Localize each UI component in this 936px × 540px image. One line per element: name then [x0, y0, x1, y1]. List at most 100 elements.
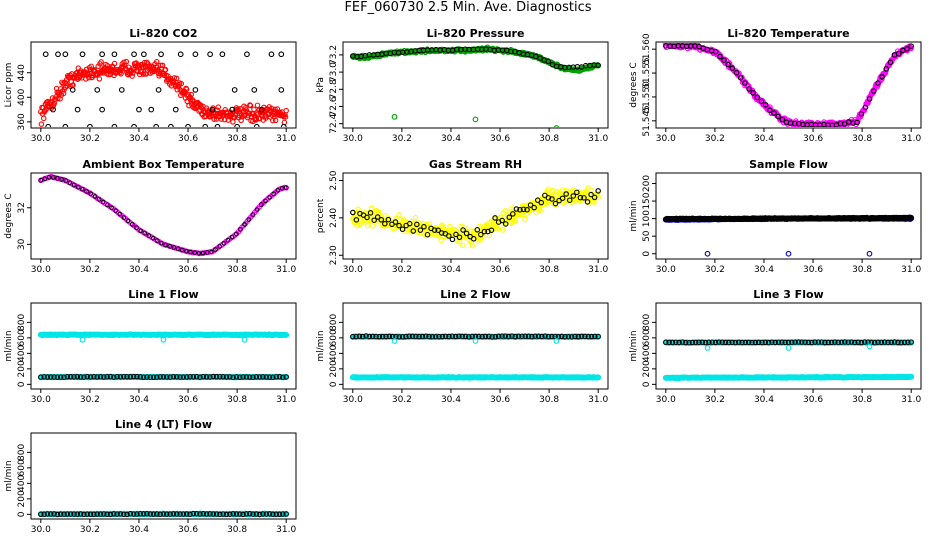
data-point	[79, 51, 86, 58]
data-layer	[663, 43, 914, 127]
x-tick-label: 30.0	[343, 265, 363, 275]
data-point	[253, 374, 260, 380]
data-point	[875, 339, 881, 345]
y-tick-label: 600	[642, 329, 652, 346]
data-point	[118, 71, 124, 77]
data-point	[131, 123, 137, 127]
data-point	[745, 339, 752, 346]
data-point	[220, 373, 226, 380]
data-point	[157, 511, 163, 518]
data-point	[858, 339, 865, 346]
x-tick-label: 30.0	[343, 134, 363, 144]
data-point	[414, 221, 420, 228]
data-point	[785, 250, 792, 257]
plot-frame	[342, 41, 609, 129]
data-point	[712, 339, 719, 346]
data-point	[154, 511, 160, 517]
data-point	[234, 123, 240, 127]
data-point	[283, 107, 289, 114]
data-point	[83, 76, 89, 82]
data-point	[476, 333, 482, 340]
data-point	[150, 374, 157, 381]
data-point	[251, 106, 257, 113]
data-point	[478, 231, 484, 238]
data-point	[595, 188, 601, 194]
data-point	[74, 511, 81, 517]
data-point	[272, 117, 279, 124]
data-point	[158, 51, 164, 58]
data-point	[449, 236, 456, 243]
data-point	[209, 106, 216, 113]
data-point	[188, 249, 193, 255]
data-point	[44, 374, 51, 380]
chart-title: Line 1 Flow	[128, 288, 198, 301]
data-point	[71, 511, 77, 517]
data-point	[423, 333, 429, 339]
data-point	[376, 333, 383, 340]
data-point	[750, 90, 756, 96]
data-point	[38, 121, 45, 127]
x-tick-label: 30.8	[539, 134, 559, 144]
data-point	[171, 245, 177, 250]
data-point	[118, 87, 125, 93]
data-point	[835, 339, 841, 346]
data-layer	[662, 214, 915, 257]
data-point	[111, 123, 118, 127]
data-point	[40, 115, 47, 122]
data-point	[432, 333, 439, 340]
data-point	[130, 511, 137, 517]
data-point	[92, 194, 98, 199]
data-point	[463, 230, 470, 237]
data-point	[107, 511, 114, 518]
plot-frame	[30, 302, 297, 390]
data-point	[595, 374, 602, 381]
data-point	[382, 220, 388, 227]
data-point	[62, 123, 69, 127]
data-point	[413, 333, 419, 340]
x-tick-label: 30.0	[31, 265, 51, 275]
plot-frame	[655, 302, 922, 390]
x-tick-label: 30.6	[803, 134, 823, 144]
data-point	[80, 186, 85, 192]
data-point	[453, 231, 459, 238]
data-layer	[662, 339, 915, 382]
data-point	[84, 189, 89, 194]
data-point	[578, 333, 585, 340]
data-point	[42, 176, 48, 182]
y-axis-label: ml/min	[4, 330, 14, 361]
data-point	[577, 194, 584, 201]
data-point	[379, 333, 386, 340]
data-point	[812, 339, 818, 345]
data-point	[459, 333, 465, 340]
data-point	[160, 511, 167, 517]
data-point	[282, 114, 289, 120]
data-point	[55, 51, 61, 58]
data-point	[269, 117, 276, 124]
data-point	[76, 75, 82, 81]
data-point	[61, 511, 67, 517]
data-point	[99, 51, 106, 58]
x-tick-label: 30.4	[441, 265, 461, 275]
data-point	[202, 249, 208, 256]
y-tick-label: 400	[17, 88, 27, 105]
y-tick-label: 600	[17, 459, 27, 476]
data-point	[368, 205, 375, 212]
y-tick-label: 50	[642, 230, 652, 242]
data-point	[268, 51, 275, 58]
y-tick-label: 600	[329, 329, 339, 346]
y-tick-label: 200	[17, 360, 27, 377]
x-tick-label: 30.0	[656, 134, 676, 144]
data-point	[502, 333, 509, 339]
y-tick-label: 72.8	[329, 79, 339, 99]
chart-title: Gas Stream RH	[429, 158, 522, 171]
data-point	[180, 511, 187, 517]
data-layer	[349, 333, 602, 381]
data-point	[81, 374, 87, 380]
data-point	[105, 202, 110, 208]
data-point	[562, 333, 568, 340]
data-point	[101, 374, 107, 380]
data-point	[435, 227, 441, 233]
y-tick-label: 51.550	[642, 81, 652, 113]
